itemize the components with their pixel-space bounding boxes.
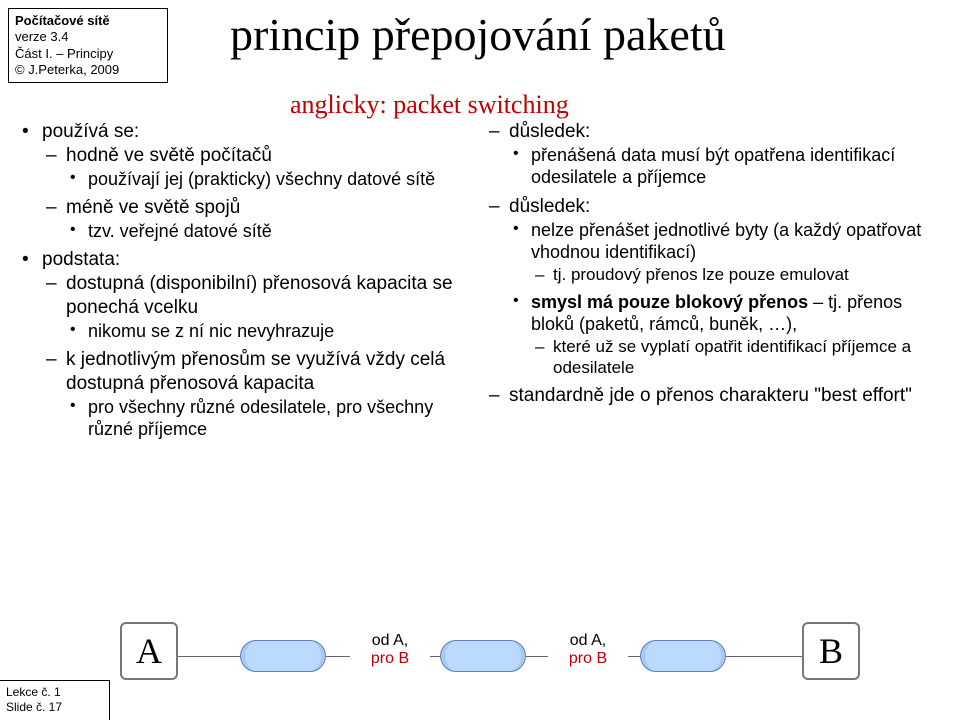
wire bbox=[326, 656, 350, 657]
text: od A, bbox=[548, 632, 628, 650]
bullet: standardně jde o přenos charakteru "best… bbox=[485, 384, 950, 408]
bullet: pro všechny různé odesilatele, pro všech… bbox=[66, 396, 460, 441]
bullet: které už se vyplatí opatřit identifikací… bbox=[531, 336, 950, 379]
packet-diagram: A od A, pro B od A, pro B B bbox=[120, 612, 860, 690]
bullet: smysl má pouze blokový přenos – tj. přen… bbox=[509, 291, 950, 379]
bullet: používá se: hodně ve světě počítačů použ… bbox=[20, 120, 460, 242]
footer-line2: Slide č. 17 bbox=[6, 700, 103, 716]
slide: Počítačové sítě verze 3.4 Část I. – Prin… bbox=[0, 0, 960, 720]
router-icon bbox=[240, 640, 326, 672]
header-line4: © J.Peterka, 2009 bbox=[15, 62, 161, 78]
footer-line1: Lekce č. 1 bbox=[6, 685, 103, 701]
text: podstata: bbox=[42, 249, 120, 270]
text: používá se: bbox=[42, 121, 139, 142]
bullet: důsledek: nelze přenášet jednotlivé byty… bbox=[485, 195, 950, 379]
header-line3: Část I. – Principy bbox=[15, 46, 161, 62]
packet-label: od A, pro B bbox=[548, 632, 628, 667]
bullet: k jednotlivým přenosům se využívá vždy c… bbox=[42, 348, 460, 441]
node-a: A bbox=[120, 622, 178, 680]
bullet: přenášená data musí být opatřena identif… bbox=[509, 144, 950, 189]
text: nelze přenášet jednotlivé byty (a každý … bbox=[531, 220, 921, 263]
bullet: nikomu se z ní nic nevyhrazuje bbox=[66, 320, 460, 343]
text: k jednotlivým přenosům se využívá vždy c… bbox=[66, 349, 445, 394]
header-line1: Počítačové sítě bbox=[15, 13, 161, 29]
wire bbox=[430, 656, 440, 657]
text: důsledek: bbox=[509, 196, 590, 217]
page-title: princip přepojování paketů bbox=[230, 8, 726, 61]
text: důsledek: bbox=[509, 121, 590, 142]
bullet: důsledek: přenášená data musí být opatře… bbox=[485, 120, 950, 189]
text: od A, bbox=[350, 632, 430, 650]
header-box: Počítačové sítě verze 3.4 Část I. – Prin… bbox=[8, 8, 168, 83]
text: hodně ve světě počítačů bbox=[66, 145, 272, 166]
bullet: tj. proudový přenos lze pouze emulovat bbox=[531, 264, 950, 285]
bullet: tzv. veřejné datové sítě bbox=[66, 220, 460, 243]
bullet: používají jej (prakticky) všechny datové… bbox=[66, 168, 460, 191]
column-right: důsledek: přenášená data musí být opatře… bbox=[485, 120, 950, 414]
bullet: hodně ve světě počítačů používají jej (p… bbox=[42, 144, 460, 190]
page-subtitle: anglicky: packet switching bbox=[290, 90, 569, 120]
wire bbox=[526, 656, 548, 657]
text: dostupná (disponibilní) přenosová kapaci… bbox=[66, 273, 453, 318]
bullet: méně ve světě spojů tzv. veřejné datové … bbox=[42, 196, 460, 242]
bullet: nelze přenášet jednotlivé byty (a každý … bbox=[509, 219, 950, 285]
bullet: dostupná (disponibilní) přenosová kapaci… bbox=[42, 272, 460, 342]
footer-box: Lekce č. 1 Slide č. 17 bbox=[0, 680, 110, 720]
packet-label: od A, pro B bbox=[350, 632, 430, 667]
wire bbox=[628, 656, 640, 657]
router-icon bbox=[440, 640, 526, 672]
wire bbox=[726, 656, 802, 657]
node-b: B bbox=[802, 622, 860, 680]
router-icon bbox=[640, 640, 726, 672]
text: méně ve světě spojů bbox=[66, 197, 240, 218]
column-left: používá se: hodně ve světě počítačů použ… bbox=[20, 120, 460, 447]
bullet: podstata: dostupná (disponibilní) přenos… bbox=[20, 248, 460, 440]
text: pro B bbox=[350, 650, 430, 668]
wire bbox=[178, 656, 240, 657]
header-line2: verze 3.4 bbox=[15, 29, 161, 45]
text-bold: smysl má pouze blokový přenos bbox=[531, 292, 808, 312]
text: pro B bbox=[548, 650, 628, 668]
